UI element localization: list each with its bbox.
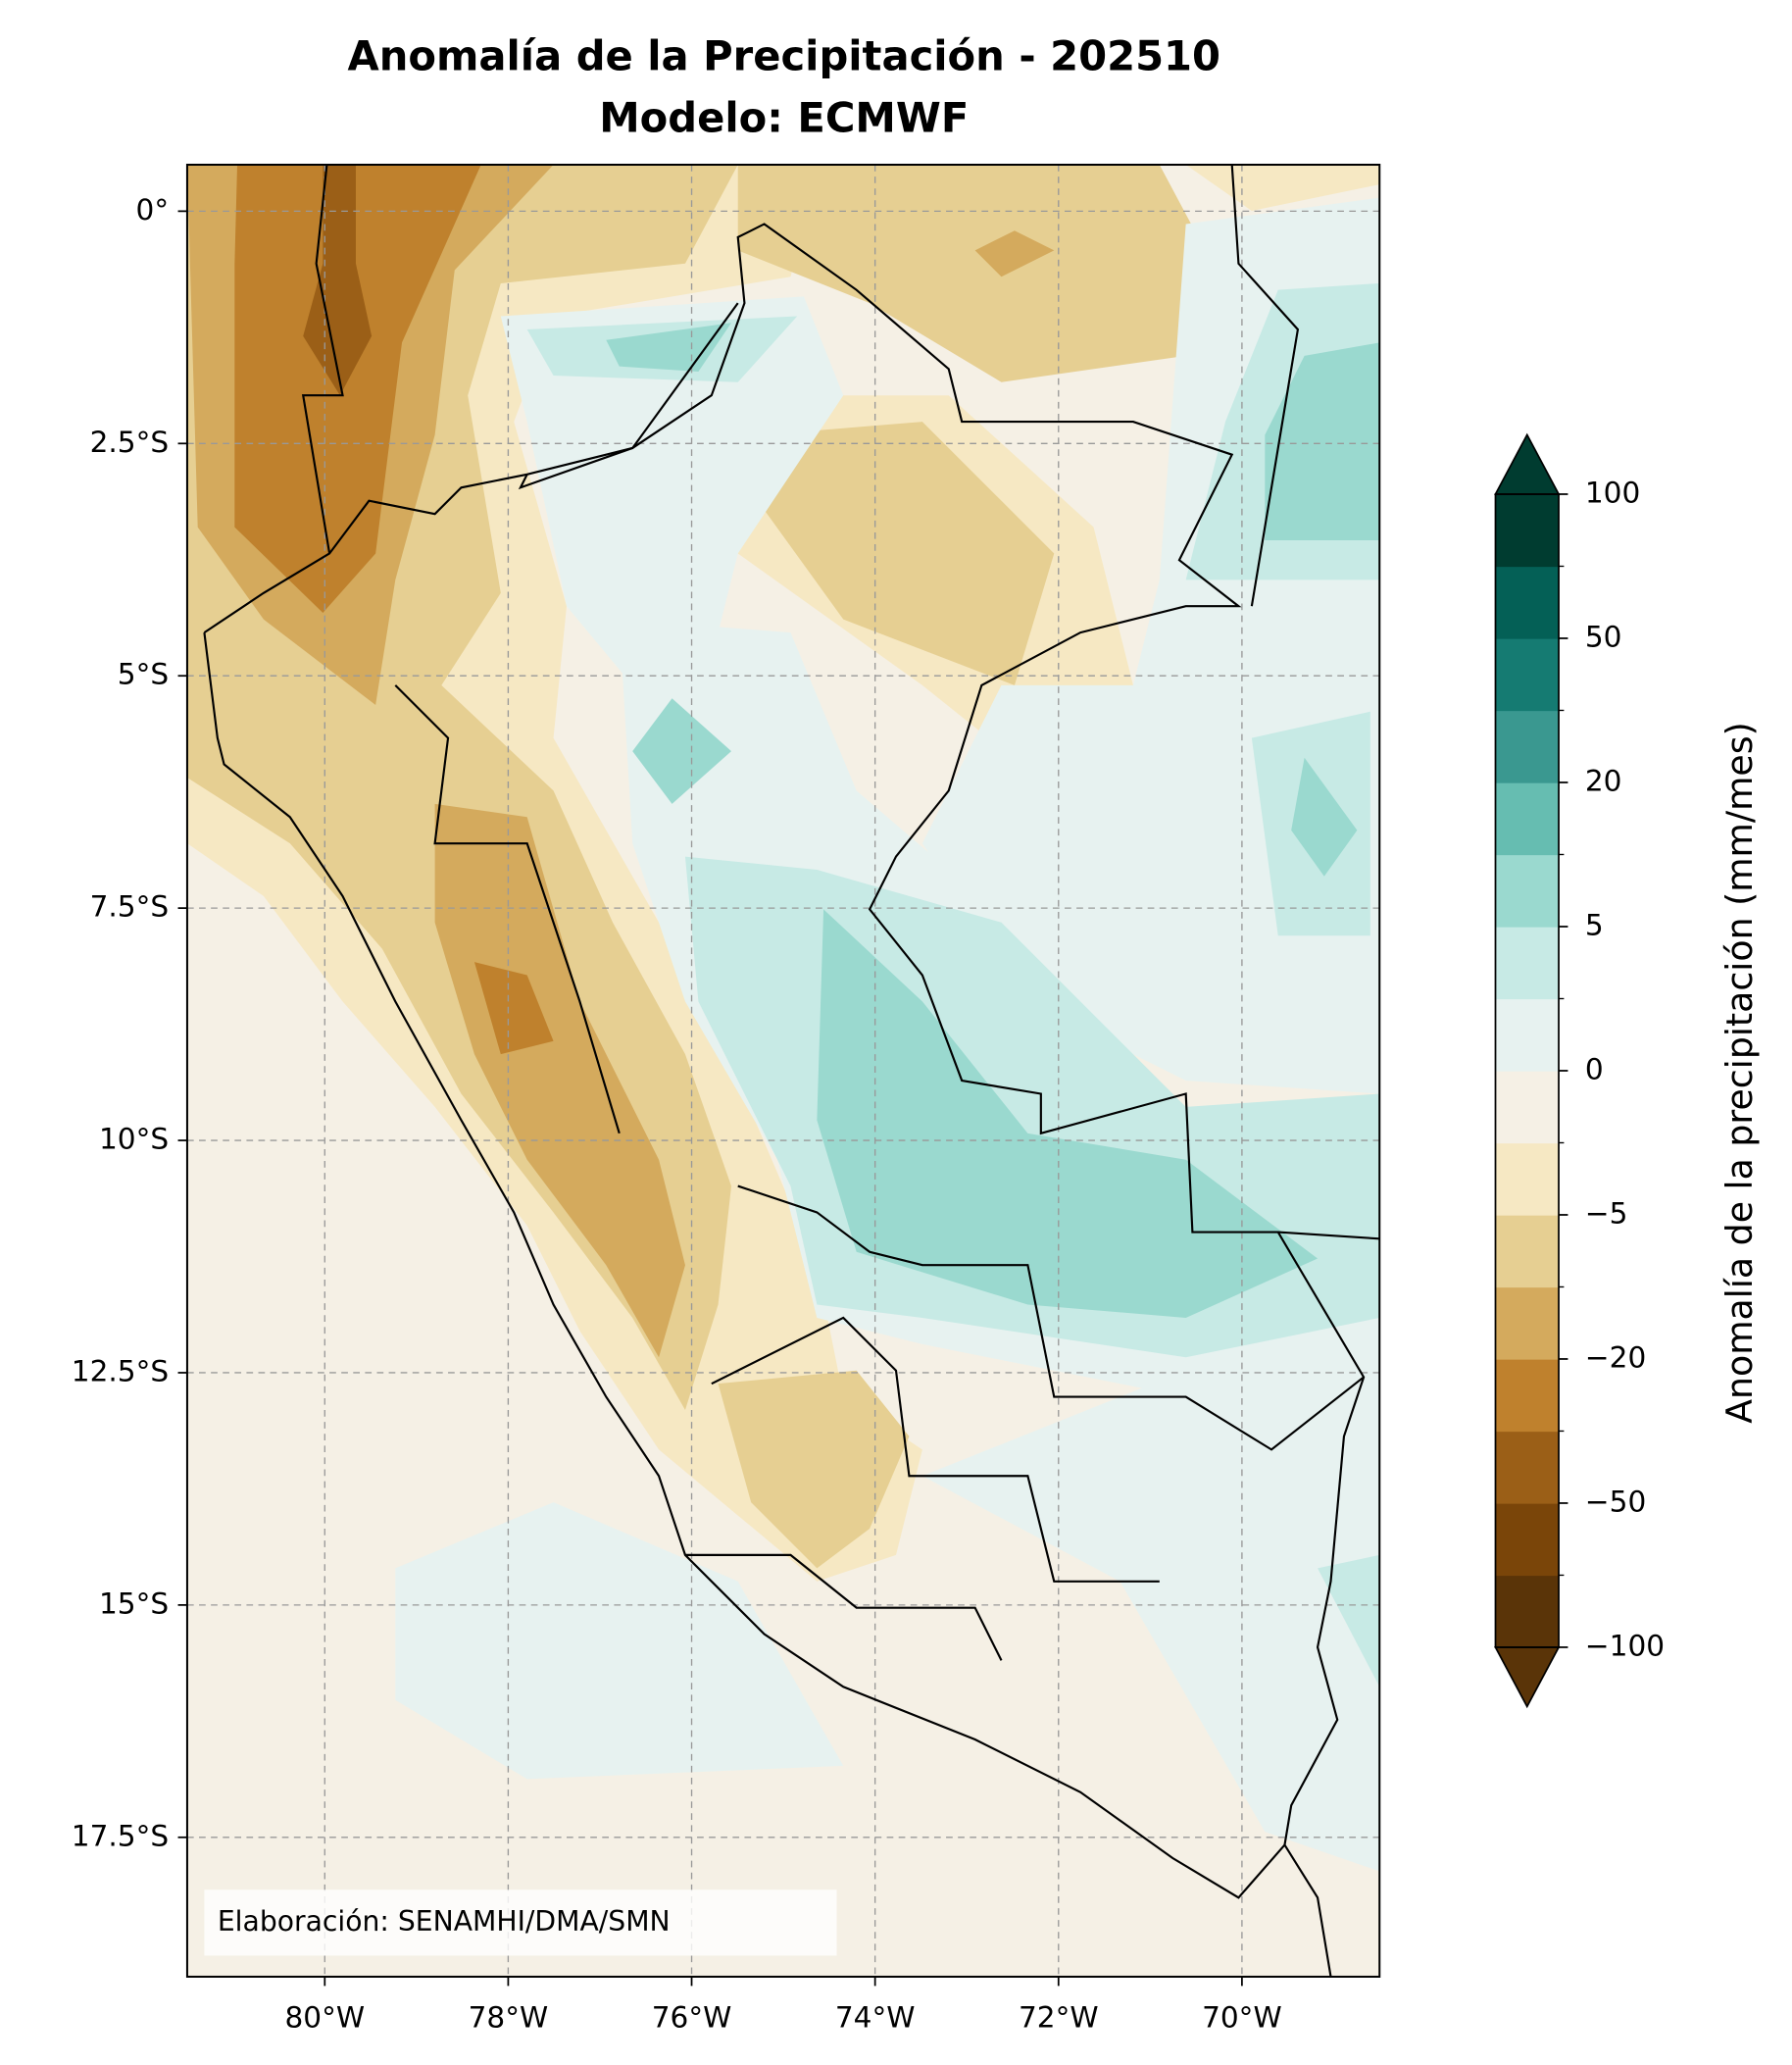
colorbar-band bbox=[1495, 493, 1560, 568]
y-tick-label: 15°S bbox=[99, 1587, 169, 1620]
subtitle: Modelo: ECMWF bbox=[599, 94, 969, 142]
colorbar-band bbox=[1495, 1070, 1560, 1144]
colorbar-band bbox=[1495, 1575, 1560, 1648]
colorbar-band bbox=[1495, 1358, 1560, 1433]
colorbar-tick-label: 20 bbox=[1585, 764, 1622, 797]
contour-fill bbox=[186, 164, 1380, 1977]
credit: Elaboración: SENAMHI/DMA/SMN bbox=[218, 1905, 671, 1938]
colorbar-band bbox=[1495, 566, 1560, 639]
y-tick-label: 10°S bbox=[99, 1123, 169, 1156]
y-tick-label: 7.5°S bbox=[90, 890, 170, 924]
colorbar-tick-label: −50 bbox=[1585, 1485, 1646, 1518]
x-tick-label: 70°W bbox=[1202, 2000, 1282, 2034]
colorbar-band bbox=[1495, 1502, 1560, 1577]
colorbar-tick-label: 5 bbox=[1585, 908, 1604, 941]
colorbar-tick-label: 0 bbox=[1585, 1052, 1604, 1085]
y-tick-label: 5°S bbox=[118, 658, 169, 691]
colorbar-band bbox=[1495, 854, 1560, 928]
colorbar-band bbox=[1495, 710, 1560, 783]
x-tick-label: 80°W bbox=[284, 2000, 365, 2034]
colorbar-extend-high bbox=[1494, 432, 1561, 495]
colorbar-band bbox=[1495, 926, 1560, 1000]
gridlines bbox=[186, 164, 1380, 1977]
colorbar-tick-label: 50 bbox=[1585, 620, 1622, 653]
colorbar-tick-label: −5 bbox=[1585, 1196, 1628, 1230]
y-tick-label: 12.5°S bbox=[72, 1354, 169, 1387]
y-tick-label: 17.5°S bbox=[72, 1819, 169, 1852]
colorbar-band bbox=[1495, 637, 1560, 712]
colorbar-band bbox=[1495, 1286, 1560, 1360]
plot-frame bbox=[185, 163, 1381, 1978]
colorbar-tick-label: −20 bbox=[1585, 1340, 1646, 1374]
y-tick-label: 2.5°S bbox=[90, 426, 170, 459]
y-tick-label: 0° bbox=[136, 193, 170, 227]
x-tick-label: 74°W bbox=[835, 2000, 916, 2034]
borders bbox=[203, 164, 1380, 1977]
colorbar-band bbox=[1495, 998, 1560, 1072]
credit-box bbox=[204, 1889, 837, 1956]
title: Anomalía de la Precipitación - 202510 bbox=[347, 31, 1220, 79]
colorbar-extend-low bbox=[1494, 1646, 1561, 1709]
x-tick-label: 76°W bbox=[652, 2000, 732, 2034]
colorbar-band bbox=[1495, 781, 1560, 856]
colorbar-tick-label: 100 bbox=[1585, 476, 1640, 509]
colorbar-band bbox=[1495, 1431, 1560, 1504]
colorbar-band bbox=[1495, 1214, 1560, 1288]
x-tick-label: 78°W bbox=[469, 2000, 549, 2034]
x-tick-label: 72°W bbox=[1019, 2000, 1099, 2034]
colorbar-tick-label: −100 bbox=[1585, 1629, 1665, 1662]
colorbar-label: Anomalía de la precipitación (mm/mes) bbox=[1718, 722, 1761, 1424]
colorbar-band bbox=[1495, 1142, 1560, 1216]
